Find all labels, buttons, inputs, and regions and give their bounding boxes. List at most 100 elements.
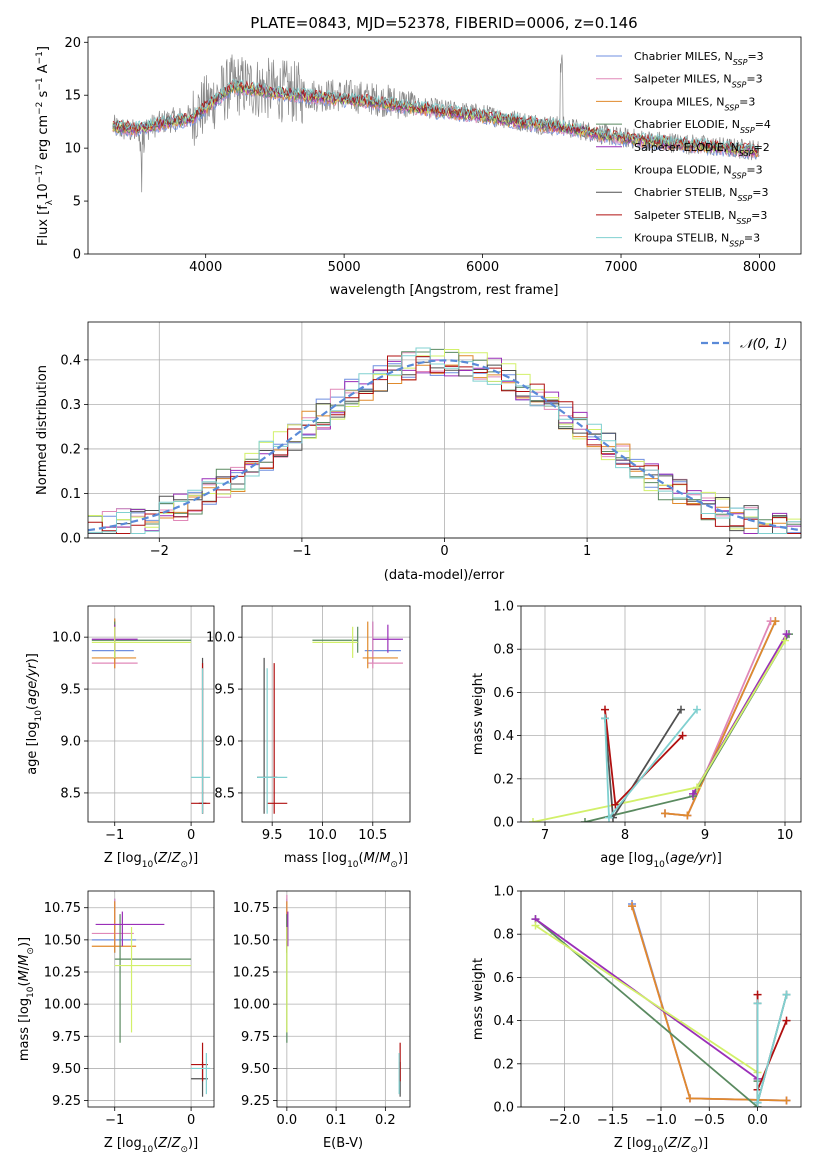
y-tick-label: 1.0 bbox=[493, 600, 514, 615]
x-tick-label: 2 bbox=[726, 544, 734, 559]
weight-marker-salpeter-stelib bbox=[611, 800, 620, 809]
y-tick-label: 10.25 bbox=[44, 966, 81, 981]
mass-vs-ebv-x-axis-label: E(B-V) bbox=[323, 1136, 363, 1151]
weight-marker-kroupa-miles bbox=[661, 809, 669, 818]
spectrum-x-axis-label: wavelength [Angstrom, rest frame] bbox=[330, 283, 559, 298]
mass-vs-metallicity-panel: −1 0 9.25 9.50 9.75 10.00 10.25 10.50 10.75 Z [lo… bbox=[17, 890, 215, 1155]
legend-label-salpeter-stelib: Salpeter STELIB, NSSP=3 bbox=[634, 209, 767, 226]
x-tick-label: 9.5 bbox=[262, 828, 283, 843]
y-tick-label: 0.2 bbox=[60, 442, 81, 457]
y-tick-label: 0.2 bbox=[493, 1057, 514, 1072]
y-tick-label: 9.75 bbox=[241, 1030, 270, 1045]
x-tick-label: −0.5 bbox=[693, 1113, 725, 1128]
x-tick-label: −1.0 bbox=[645, 1113, 677, 1128]
weight-marker-kroupa-elodie bbox=[531, 921, 540, 930]
plot-area bbox=[112, 54, 760, 193]
x-tick-label: 6000 bbox=[466, 260, 499, 275]
weight-marker-kroupa-miles bbox=[683, 811, 692, 820]
x-tick-label: 0 bbox=[187, 828, 195, 843]
age-vs-z-y-axis-label: age [log10(age/yr)] bbox=[25, 653, 44, 775]
x-tick-label: 4000 bbox=[189, 260, 222, 275]
histogram-salpeter-stelib bbox=[88, 355, 801, 534]
y-tick-label: 0.4 bbox=[493, 1014, 514, 1029]
x-tick-label: −2 bbox=[150, 544, 169, 559]
y-tick-label: 9.50 bbox=[241, 1062, 270, 1077]
x-tick-label: 7000 bbox=[604, 260, 637, 275]
plot-area bbox=[91, 898, 211, 1097]
weight-marker-kroupa-miles bbox=[771, 617, 780, 626]
spectrum-y-axis-label: Flux [fλ10−17 erg cm−2 s−1 A−1] bbox=[35, 46, 55, 246]
legend-label-kroupa-stelib: Kroupa STELIB, NSSP=3 bbox=[634, 232, 760, 249]
y-tick-label: 10.25 bbox=[233, 966, 270, 981]
weight-vs-age-x-axis-label: age [log10(age/yr)] bbox=[600, 851, 722, 870]
y-tick-label: 9.50 bbox=[52, 1062, 81, 1077]
plot-area bbox=[286, 894, 401, 1097]
y-tick-label: 8.5 bbox=[214, 786, 235, 801]
y-tick-label: 0.6 bbox=[493, 686, 514, 701]
legend-label-chabrier-miles: Chabrier MILES, NSSP=3 bbox=[634, 50, 764, 67]
x-tick-label: 0.1 bbox=[326, 1113, 347, 1128]
x-tick-label: 9 bbox=[701, 828, 709, 843]
y-tick-label: 0.8 bbox=[493, 928, 514, 943]
y-tick-label: 9.0 bbox=[214, 735, 235, 750]
weight-vs-age-panel: 7 8 9 10 0.0 0.2 0.4 0.6 0.8 1.0 age [log10(age/yr… bbox=[471, 600, 802, 870]
x-tick-label: 5000 bbox=[328, 260, 361, 275]
weight-marker-kroupa-stelib bbox=[782, 990, 791, 999]
weight-vs-z-y-axis-label: mass weight bbox=[471, 958, 486, 1040]
x-tick-label: −1 bbox=[292, 544, 311, 559]
weight-marker-kroupa-stelib bbox=[601, 714, 609, 723]
x-tick-label: −1 bbox=[105, 1113, 124, 1128]
legend-label-chabrier-elodie: Chabrier ELODIE, NSSP=4 bbox=[634, 118, 771, 135]
residuals-panel: −2 −1 0 1 2 0.0 0.1 0.2 0.3 0.4 𝒩(0, 1) (data-model… bbox=[35, 321, 802, 583]
x-tick-label: 8 bbox=[621, 828, 629, 843]
x-tick-label: −1 bbox=[105, 828, 124, 843]
y-tick-label: 0.1 bbox=[60, 487, 81, 502]
weight-marker-kroupa-elodie bbox=[693, 783, 701, 792]
weight-marker-salpeter-elodie bbox=[689, 789, 697, 798]
weight-vs-age-y-axis-label: mass weight bbox=[471, 673, 486, 755]
axes-frame bbox=[87, 890, 215, 1108]
x-tick-label: 1 bbox=[583, 544, 591, 559]
axes-frame bbox=[87, 36, 802, 255]
y-tick-label: 10.0 bbox=[52, 631, 81, 646]
x-tick-label: 7 bbox=[541, 828, 549, 843]
x-tick-label: 10.5 bbox=[358, 828, 387, 843]
y-tick-label: 9.25 bbox=[52, 1094, 81, 1109]
y-tick-label: 0.8 bbox=[493, 643, 514, 658]
y-tick-label: 10.0 bbox=[206, 631, 235, 646]
x-tick-label: 10 bbox=[777, 828, 794, 843]
age-vs-z-x-axis-label: Z [log10(Z/Z⊙)] bbox=[104, 851, 198, 870]
y-tick-label: 10.50 bbox=[44, 933, 81, 948]
x-tick-label: 0 bbox=[187, 1113, 195, 1128]
plot-area bbox=[531, 899, 791, 1107]
axes-frame bbox=[276, 890, 411, 1108]
y-tick-label: 0.3 bbox=[60, 398, 81, 413]
mass-vs-z-x-axis-label: Z [log10(Z/Z⊙)] bbox=[104, 1136, 198, 1155]
legend-label-kroupa-miles: Kroupa MILES, NSSP=3 bbox=[634, 95, 755, 112]
plot-area bbox=[529, 617, 793, 822]
y-tick-label: 20 bbox=[64, 36, 81, 51]
y-tick-label: 0.0 bbox=[493, 1101, 514, 1116]
y-tick-label: 10 bbox=[64, 142, 81, 157]
y-tick-label: 1.0 bbox=[493, 885, 514, 900]
y-tick-label: 9.5 bbox=[60, 683, 81, 698]
y-tick-label: 0.4 bbox=[493, 729, 514, 744]
axes-frame bbox=[87, 605, 215, 823]
weight-marker-kroupa-elodie bbox=[529, 818, 537, 822]
weight-vs-z-x-axis-label: Z [log10(Z/Z⊙)] bbox=[614, 1136, 708, 1155]
y-tick-label: 10.75 bbox=[44, 901, 81, 916]
y-tick-label: 9.25 bbox=[241, 1094, 270, 1109]
legend-label-normal: 𝒩(0, 1) bbox=[740, 337, 787, 352]
age-vs-mass-x-axis-label: mass [log10(M/M⊙)] bbox=[284, 851, 408, 870]
y-tick-label: 9.75 bbox=[52, 1030, 81, 1045]
y-tick-label: 9.5 bbox=[214, 683, 235, 698]
x-tick-label: 0.0 bbox=[747, 1113, 768, 1128]
legend-label-salpeter-miles: Salpeter MILES, NSSP=3 bbox=[634, 73, 763, 90]
plot-area bbox=[88, 347, 801, 534]
y-tick-label: 10.75 bbox=[233, 901, 270, 916]
y-tick-label: 0.0 bbox=[493, 816, 514, 831]
plot-area bbox=[91, 618, 211, 814]
y-tick-label: 0.6 bbox=[493, 971, 514, 986]
